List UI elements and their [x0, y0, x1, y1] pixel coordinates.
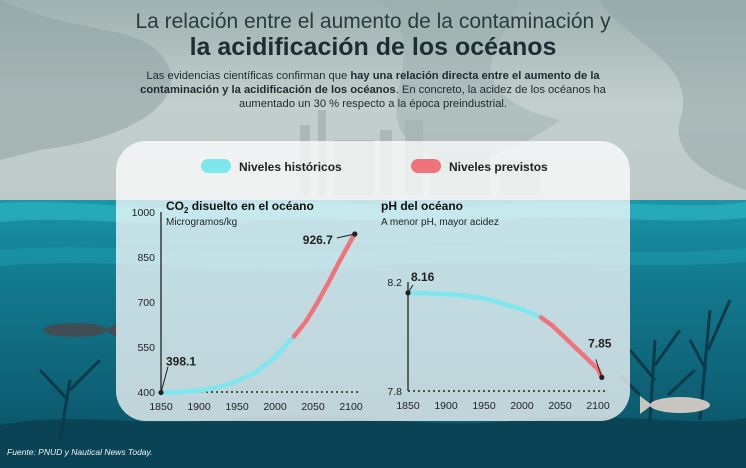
- title-line-1: La relación entre el aumento de la conta…: [135, 10, 611, 33]
- annotation-point: [599, 374, 605, 380]
- ph-plot: 7.8 8.2 1850 1900 1950 2000 2050 2100 8.16 7.85: [387, 270, 611, 412]
- x-tick-label: 2000: [263, 401, 287, 413]
- x-tick-label: 1950: [225, 401, 249, 413]
- co2-title-rest: disuelto en el océano: [188, 199, 313, 213]
- smoke-cloud: [380, 0, 560, 161]
- co2-y-axis-label: Microgramos/kg: [166, 217, 237, 228]
- x-tick-label: 2100: [339, 401, 363, 413]
- intro-part-2: . En concreto, la acidez de los océanos …: [238, 84, 606, 110]
- legend-swatch-historical: [201, 159, 231, 173]
- chart-card: [116, 141, 630, 421]
- x-tick-label: 1850: [149, 401, 173, 413]
- y-tick-label: 850: [137, 252, 155, 264]
- co2-chart-title: CO2 disuelto en el océano: [166, 199, 314, 215]
- annotation-label: 7.85: [588, 336, 612, 350]
- ph-chart-title: pH del océano: [381, 199, 463, 213]
- annotation-label: 926.7: [303, 233, 333, 247]
- seabed: [0, 415, 746, 468]
- y-tick-label: 1000: [132, 207, 156, 219]
- series-line-historical: [158, 334, 297, 395]
- x-tick-label: 1850: [396, 400, 420, 412]
- annotation-label: 8.16: [411, 270, 435, 284]
- x-tick-label: 2000: [510, 400, 534, 412]
- annotation-point: [352, 231, 358, 237]
- annotation-leader: [336, 233, 355, 239]
- intro-part-1: Las evidencias científicas confirman que: [146, 70, 351, 82]
- x-tick-label: 1950: [472, 400, 496, 412]
- x-tick-label: 2050: [548, 400, 572, 412]
- title-line-2: la acidificación de los océanos: [189, 33, 557, 61]
- co2-title-subscript: 2: [184, 206, 189, 215]
- legend-label-historical: Niveles históricos: [239, 160, 342, 174]
- x-tick-label: 2050: [301, 401, 325, 413]
- intro-text: Las evidencias científicas confirman que…: [125, 69, 621, 111]
- series-line-historical: [405, 290, 544, 320]
- annotation-leader: [595, 359, 603, 378]
- coral: [38, 299, 732, 441]
- series-line-projected: [538, 315, 605, 380]
- y-tick-label: 7.8: [387, 386, 402, 398]
- annotation-leader: [407, 284, 414, 294]
- y-tick-label: 8.2: [387, 277, 402, 289]
- co2-title-main: CO: [166, 199, 184, 213]
- fish: [43, 322, 710, 414]
- ph-chart-subtitle: A menor pH, mayor acidez: [381, 217, 499, 228]
- annotation-leader: [160, 366, 169, 393]
- x-tick-label: 1900: [434, 400, 458, 412]
- legend: Niveles históricos Niveles previstos: [201, 159, 548, 174]
- legend-label-projected: Niveles previstos: [449, 160, 548, 174]
- y-tick-label: 550: [137, 342, 155, 354]
- source-note: Fuente: PNUD y Nautical News Today.: [7, 447, 153, 457]
- legend-swatch-projected: [411, 159, 441, 173]
- annotation-label: 398.1: [166, 355, 196, 369]
- co2-plot: 400 550 700 850 1000 1850 1900 1950 2000 2050 2100…: [132, 207, 363, 413]
- x-tick-label: 1900: [187, 401, 211, 413]
- x-tick-label: 2100: [586, 400, 610, 412]
- intro-bold: hay una relación directa entre el aument…: [140, 70, 600, 96]
- y-tick-label: 700: [137, 297, 155, 309]
- y-tick-label: 400: [137, 387, 155, 399]
- smoke-cloud: [600, 0, 746, 190]
- series-line-projected: [291, 231, 358, 339]
- smoke-cloud: [0, 0, 172, 160]
